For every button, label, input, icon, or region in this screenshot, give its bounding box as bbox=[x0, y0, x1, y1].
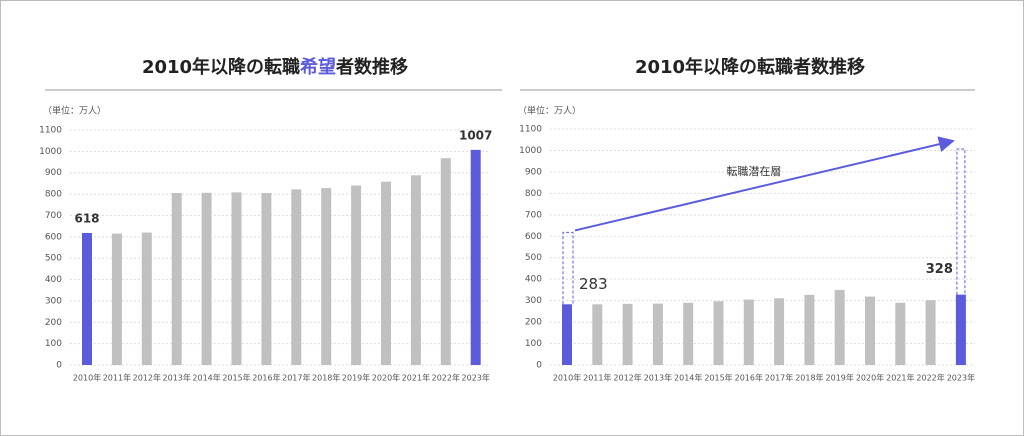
chart-title: 2010年以降の転職希望者数推移 bbox=[142, 56, 408, 78]
x-tick-label: 2018年 bbox=[795, 373, 823, 383]
gap-bracket bbox=[956, 148, 966, 295]
data-label: 283 bbox=[579, 275, 608, 293]
y-tick-label: 800 bbox=[45, 190, 62, 200]
bar bbox=[713, 301, 724, 365]
y-tick-label: 1000 bbox=[39, 147, 62, 157]
y-tick-label: 1100 bbox=[519, 125, 542, 135]
bar bbox=[562, 304, 572, 365]
bar bbox=[652, 303, 663, 365]
bar bbox=[865, 296, 875, 365]
chart-title: 2010年以降の転職者数推移 bbox=[635, 56, 865, 78]
title-part: 2010年以降の転職 bbox=[142, 56, 300, 78]
y-tick-label: 300 bbox=[45, 296, 62, 306]
bar bbox=[834, 289, 845, 365]
bar bbox=[592, 304, 603, 365]
bar bbox=[321, 188, 332, 365]
title-part: 2010年以降の転職者数推移 bbox=[635, 56, 865, 78]
unit-label: （単位：万人） bbox=[43, 105, 106, 117]
y-tick-label: 400 bbox=[525, 275, 542, 285]
y-tick-label: 300 bbox=[525, 296, 542, 306]
data-label: 328 bbox=[926, 262, 953, 277]
y-tick-label: 200 bbox=[45, 318, 62, 328]
x-tick-label: 2022年 bbox=[432, 373, 460, 383]
x-tick-label: 2023年 bbox=[947, 373, 975, 383]
x-tick-label: 2011年 bbox=[583, 373, 611, 383]
bar bbox=[470, 149, 481, 365]
bar bbox=[774, 298, 785, 365]
x-tick-label: 2018年 bbox=[312, 373, 340, 383]
bar bbox=[231, 192, 242, 365]
y-tick-label: 100 bbox=[525, 339, 542, 349]
x-tick-label: 2012年 bbox=[613, 373, 641, 383]
bar bbox=[895, 302, 906, 365]
data-label: 618 bbox=[74, 211, 99, 225]
y-tick-label: 700 bbox=[525, 210, 542, 220]
x-tick-label: 2017年 bbox=[282, 373, 310, 383]
bar bbox=[804, 294, 815, 365]
x-tick-label: 2013年 bbox=[163, 373, 191, 383]
title-part: 者数推移 bbox=[335, 56, 408, 78]
y-tick-label: 500 bbox=[525, 253, 542, 263]
data-label: 1007 bbox=[459, 128, 492, 142]
title-part: 希望 bbox=[300, 56, 336, 78]
bar bbox=[82, 232, 92, 365]
x-tick-label: 2012年 bbox=[133, 373, 161, 383]
bar bbox=[111, 233, 122, 365]
unit-label: （単位：万人） bbox=[518, 105, 581, 117]
bar bbox=[955, 294, 966, 365]
x-tick-label: 2019年 bbox=[342, 373, 370, 383]
x-tick-label: 2019年 bbox=[826, 373, 854, 383]
bar bbox=[351, 185, 362, 365]
x-tick-label: 2013年 bbox=[644, 373, 672, 383]
y-tick-label: 800 bbox=[525, 189, 542, 199]
x-tick-label: 2015年 bbox=[222, 373, 250, 383]
bar bbox=[743, 299, 754, 365]
bar bbox=[925, 300, 936, 365]
x-tick-label: 2015年 bbox=[704, 373, 732, 383]
y-tick-label: 500 bbox=[45, 254, 62, 264]
y-tick-label: 1000 bbox=[519, 146, 542, 156]
x-tick-label: 2021年 bbox=[886, 373, 914, 383]
bar bbox=[410, 175, 421, 365]
y-tick-label: 100 bbox=[45, 339, 62, 349]
bar bbox=[141, 232, 152, 365]
x-tick-label: 2016年 bbox=[252, 373, 280, 383]
y-tick-label: 600 bbox=[525, 232, 542, 242]
y-tick-label: 0 bbox=[56, 361, 62, 371]
bar bbox=[291, 189, 302, 365]
bar bbox=[201, 192, 212, 365]
y-tick-label: 0 bbox=[536, 361, 542, 371]
y-tick-label: 600 bbox=[45, 232, 62, 242]
bar bbox=[381, 181, 391, 365]
x-tick-label: 2016年 bbox=[735, 373, 763, 383]
y-tick-label: 400 bbox=[45, 275, 62, 285]
bar bbox=[261, 193, 272, 365]
x-tick-label: 2011年 bbox=[103, 373, 131, 383]
x-tick-label: 2023年 bbox=[462, 373, 490, 383]
y-tick-label: 1100 bbox=[39, 126, 62, 136]
y-tick-label: 700 bbox=[45, 211, 62, 221]
x-tick-label: 2010年 bbox=[553, 373, 581, 383]
bar bbox=[622, 303, 633, 365]
bar bbox=[683, 302, 694, 365]
x-tick-label: 2020年 bbox=[856, 373, 884, 383]
bar bbox=[440, 158, 451, 365]
x-tick-label: 2014年 bbox=[192, 373, 220, 383]
gap-bracket bbox=[562, 231, 574, 305]
x-tick-label: 2022年 bbox=[916, 373, 944, 383]
bar bbox=[171, 193, 182, 365]
y-tick-label: 900 bbox=[45, 168, 62, 178]
x-tick-label: 2020年 bbox=[372, 373, 400, 383]
y-tick-label: 200 bbox=[525, 318, 542, 328]
x-tick-label: 2017年 bbox=[765, 373, 793, 383]
trend-arrow bbox=[574, 136, 955, 232]
x-tick-label: 2021年 bbox=[402, 373, 430, 383]
x-tick-label: 2014年 bbox=[674, 373, 702, 383]
x-tick-label: 2010年 bbox=[73, 373, 101, 383]
y-tick-label: 900 bbox=[525, 167, 542, 177]
annotation: 転職潜在層 bbox=[726, 164, 781, 178]
